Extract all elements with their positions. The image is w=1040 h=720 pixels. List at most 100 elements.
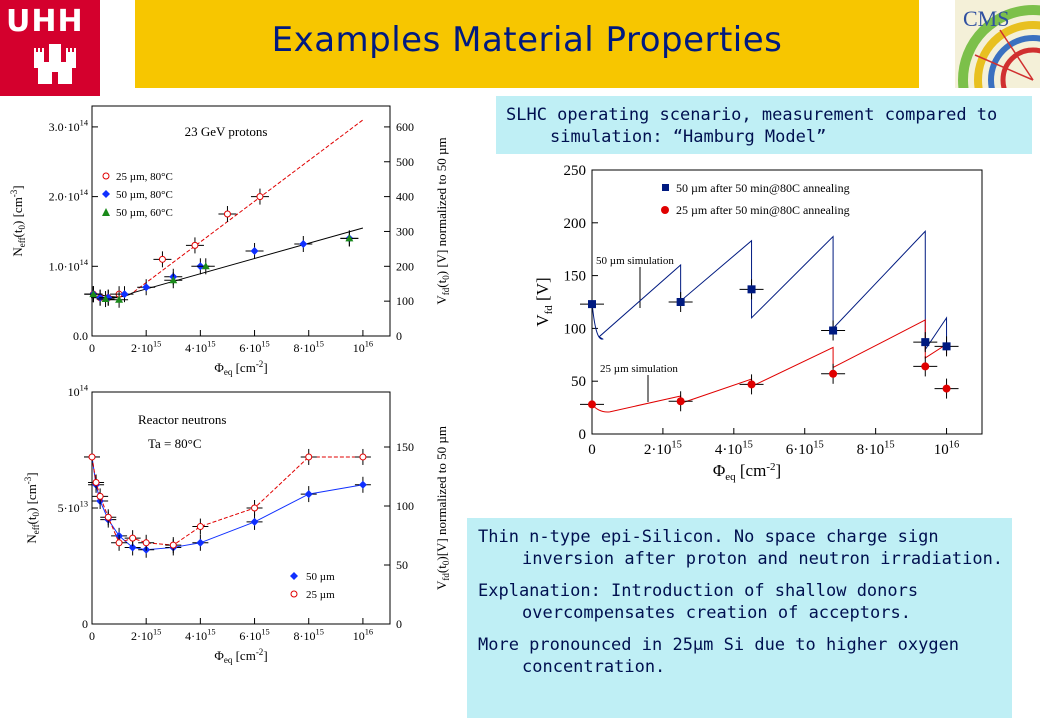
notes-box: [467, 518, 1012, 718]
x-tick-label: 1016: [353, 340, 373, 355]
x-tick-label: 8·1015: [857, 439, 895, 458]
y-axis-right-label: Vfd(t0) [V] normalized to 50 µm: [434, 137, 451, 304]
plot-frame: [91, 105, 391, 337]
data-point: [104, 513, 112, 521]
sim-line-25um: [591, 319, 948, 413]
x-tick-label: 4·1015: [715, 439, 753, 458]
legend-marker: [661, 206, 669, 214]
data-point: [142, 283, 151, 292]
chart-annotation: Reactor neutrons: [138, 412, 226, 427]
y-tick-label: 2.0·1014: [49, 188, 89, 203]
fit-line-50um: [93, 227, 364, 298]
legend-label: 25 µm, 80°C: [116, 171, 173, 183]
y-tick-label: 0.0: [73, 329, 88, 343]
data-point: [191, 241, 199, 249]
data-point: [115, 295, 124, 303]
data-point: [120, 290, 129, 299]
data-point: [676, 298, 685, 306]
y-tick-label: 1014: [68, 384, 89, 399]
data-point: [96, 492, 104, 500]
data-point: [142, 539, 150, 547]
slhc-line-1: SLHC operating scenario, measurement com…: [506, 105, 998, 125]
y-tick-right-label: 0: [396, 329, 402, 343]
x-tick-label: 2·1015: [644, 439, 682, 458]
data-point: [196, 538, 205, 547]
data-point: [251, 504, 259, 512]
y-tick-right-label: 400: [396, 190, 414, 204]
sim-annotation: 50 µm simulation: [596, 255, 674, 267]
data-point: [250, 246, 259, 255]
legend-marker: [102, 190, 110, 198]
y-tick-right-label: 200: [396, 259, 414, 273]
data-point: [256, 193, 264, 201]
plot-frame: [91, 391, 391, 625]
uhh-logo: UHH: [0, 0, 100, 96]
cms-logo-text: CMS: [963, 6, 1009, 31]
y-tick-right-label: 100: [396, 294, 414, 308]
legend-label: 25 µm: [306, 589, 335, 601]
y-tick-label: 5·1013: [58, 500, 88, 515]
slhc-line-2: simulation: “Hamburg Model”: [550, 127, 827, 147]
y-tick-label: 1.0·1014: [49, 258, 89, 273]
slhc-caption: SLHC operating scenario, measurement com…: [506, 104, 1032, 148]
data-point: [829, 326, 838, 335]
data-point: [588, 300, 596, 309]
x-tick-label: 4·1015: [185, 628, 215, 643]
data-point: [359, 453, 367, 461]
data-point: [921, 338, 930, 347]
data-point: [676, 397, 685, 406]
x-tick-label: 8·1015: [294, 340, 324, 355]
x-tick-label: 2·1015: [131, 340, 161, 355]
x-tick-label: 1016: [934, 439, 960, 458]
data-point: [223, 210, 231, 218]
data-point: [88, 453, 96, 461]
note-1-line-1: Thin n-type epi-Silicon. No space charge…: [478, 527, 939, 547]
legend-marker: [102, 208, 110, 216]
note-3-line-1: More pronounced in 25µm Si due to higher…: [478, 635, 960, 655]
y-tick-label: 0: [579, 427, 587, 443]
y-axis-label: Neff(t0) [cm-3]: [9, 185, 27, 256]
hamburg-castle-icon: [34, 44, 76, 84]
legend-label: 50 µm: [306, 571, 335, 583]
y-tick-label: 200: [564, 216, 587, 232]
legend-label: 50 µm after 50 min@80C annealing: [676, 181, 850, 195]
data-point: [92, 478, 100, 486]
note-2-line-2: overcompensates creation of acceptors.: [522, 603, 911, 623]
chart-annotation-2: Ta = 80°C: [148, 436, 202, 451]
x-tick-label: 2·1015: [131, 628, 161, 643]
data-point: [305, 453, 313, 461]
x-tick-label: 6·1015: [239, 628, 269, 643]
y-axis-label: Neff(t0) [cm-3]: [23, 472, 41, 543]
legend-label: 50 µm, 80°C: [116, 189, 173, 201]
data-point: [299, 240, 308, 248]
data-point: [747, 380, 756, 389]
legend-marker: [290, 572, 298, 580]
x-tick-label: 6·1015: [786, 439, 824, 458]
chart-neutrons: 0 2·1015 4·1015 6·1015 8·1015 1016 0 5·1013 1014…: [23, 384, 451, 665]
legend-label: 50 µm, 60°C: [116, 207, 173, 219]
note-2: Explanation: Introduction of shallow don…: [478, 580, 1008, 624]
y-tick-right-label: 500: [396, 155, 414, 169]
data-point: [588, 400, 596, 409]
x-tick-label: 8·1015: [294, 628, 324, 643]
notes-text: Thin n-type epi-Silicon. No space charge…: [478, 526, 1008, 688]
legend-marker: [102, 172, 110, 180]
y-tick-right-label: 0: [396, 617, 402, 631]
data-point: [129, 534, 137, 542]
x-axis-label: Φeq [cm-2]: [214, 359, 267, 377]
y-tick-right-label: 50: [396, 558, 408, 572]
y-tick-right-label: 300: [396, 224, 414, 238]
data-point: [169, 276, 178, 284]
data-point: [196, 523, 204, 531]
y-axis-right-label: Vfd(t0)[V] normalized to 50 µm: [434, 426, 451, 590]
note-3: More pronounced in 25µm Si due to higher…: [478, 634, 1008, 678]
y-tick-label: 3.0·1014: [49, 119, 89, 134]
legend-marker: [662, 184, 669, 191]
sim-line-50um: [591, 229, 948, 352]
chart-protons: 0 2·1015 4·1015 6·1015 8·1015 1016 0.0 1.0·1014…: [9, 105, 451, 377]
x-axis-label: Φeq [cm-2]: [713, 461, 781, 483]
data-point: [921, 362, 930, 371]
note-1: Thin n-type epi-Silicon. No space charge…: [478, 526, 1008, 570]
data-point: [250, 517, 259, 526]
y-tick-label: 50: [571, 374, 586, 390]
